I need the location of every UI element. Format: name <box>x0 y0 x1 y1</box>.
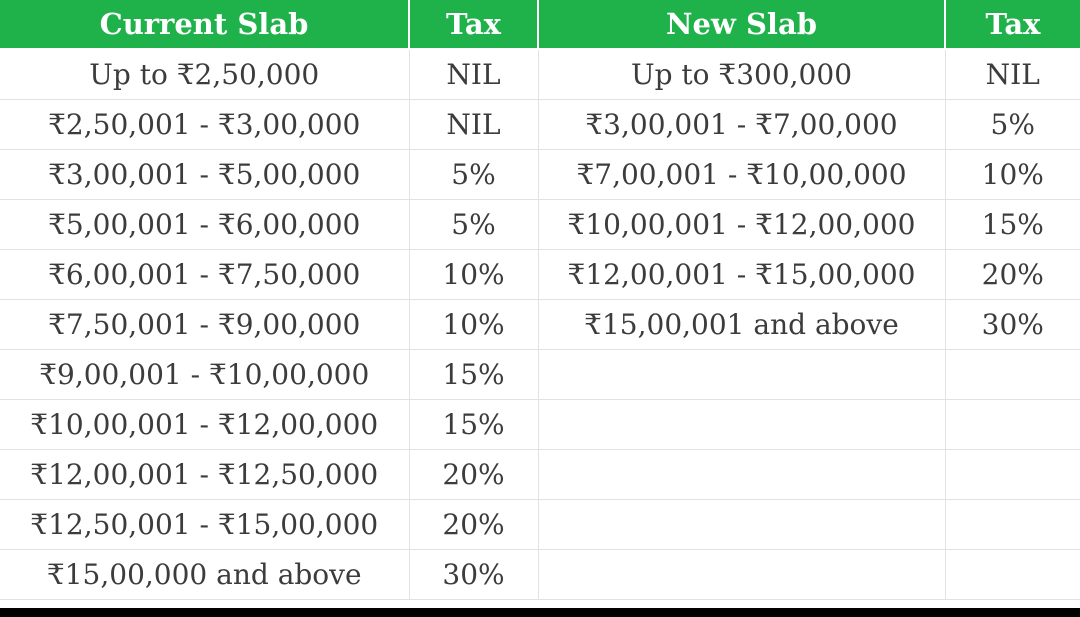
cell-current-tax: NIL <box>408 48 539 100</box>
cell-current-slab: ₹15,00,000 and above <box>0 549 410 600</box>
header-current-slab: Current Slab <box>0 0 410 50</box>
tax-slab-table: Current Slab Tax New Slab Tax Up to ₹2,5… <box>0 0 1080 600</box>
cell-new-slab: ₹15,00,001 and above <box>537 299 946 350</box>
cell-current-tax: 15% <box>408 349 539 400</box>
table-row: ₹3,00,001 - ₹5,00,000 5% ₹7,00,001 - ₹10,0… <box>0 149 1080 200</box>
cell-current-slab: ₹10,00,001 - ₹12,00,000 <box>0 399 410 450</box>
cell-new-tax: NIL <box>944 48 1080 100</box>
cell-new-tax <box>944 549 1080 600</box>
cell-current-slab: ₹3,00,001 - ₹5,00,000 <box>0 149 410 200</box>
table-row: ₹5,00,001 - ₹6,00,000 5% ₹10,00,001 - ₹12,… <box>0 199 1080 250</box>
table-row: ₹10,00,001 - ₹12,00,000 15% <box>0 399 1080 450</box>
cell-new-tax: 30% <box>944 299 1080 350</box>
cell-new-slab <box>537 349 946 400</box>
cell-new-slab <box>537 549 946 600</box>
cell-new-slab: Up to ₹300,000 <box>537 48 946 100</box>
cell-current-slab: ₹9,00,001 - ₹10,00,000 <box>0 349 410 400</box>
cell-new-slab: ₹10,00,001 - ₹12,00,000 <box>537 199 946 250</box>
table-row: ₹7,50,001 - ₹9,00,000 10% ₹15,00,001 and a… <box>0 299 1080 350</box>
table-row: ₹12,50,001 - ₹15,00,000 20% <box>0 499 1080 550</box>
cell-new-slab: ₹3,00,001 - ₹7,00,000 <box>537 99 946 150</box>
cell-current-tax: 20% <box>408 499 539 550</box>
table-row: ₹15,00,000 and above 30% <box>0 549 1080 600</box>
cell-current-tax: 5% <box>408 149 539 200</box>
bottom-border-bar <box>0 608 1080 617</box>
cell-new-tax <box>944 349 1080 400</box>
cell-current-tax: 15% <box>408 399 539 450</box>
cell-new-tax: 5% <box>944 99 1080 150</box>
table-row: ₹12,00,001 - ₹12,50,000 20% <box>0 449 1080 500</box>
cell-current-tax: NIL <box>408 99 539 150</box>
cell-current-slab: ₹5,00,001 - ₹6,00,000 <box>0 199 410 250</box>
cell-new-slab: ₹7,00,001 - ₹10,00,000 <box>537 149 946 200</box>
cell-new-tax <box>944 499 1080 550</box>
table-body: Up to ₹2,50,000 NIL Up to ₹300,000 NIL ₹2,50… <box>0 48 1080 600</box>
cell-new-slab <box>537 399 946 450</box>
cell-current-tax: 10% <box>408 249 539 300</box>
cell-new-slab <box>537 449 946 500</box>
table-row: ₹6,00,001 - ₹7,50,000 10% ₹12,00,001 - ₹15… <box>0 249 1080 300</box>
cell-new-slab <box>537 499 946 550</box>
cell-current-tax: 5% <box>408 199 539 250</box>
table-header-row: Current Slab Tax New Slab Tax <box>0 0 1080 50</box>
cell-current-tax: 30% <box>408 549 539 600</box>
cell-current-slab: Up to ₹2,50,000 <box>0 48 410 100</box>
header-new-tax: Tax <box>944 0 1080 50</box>
cell-new-tax <box>944 399 1080 450</box>
cell-current-tax: 20% <box>408 449 539 500</box>
cell-current-slab: ₹7,50,001 - ₹9,00,000 <box>0 299 410 350</box>
cell-new-slab: ₹12,00,001 - ₹15,00,000 <box>537 249 946 300</box>
table-row: ₹2,50,001 - ₹3,00,000 NIL ₹3,00,001 - ₹7,0… <box>0 99 1080 150</box>
cell-current-slab: ₹6,00,001 - ₹7,50,000 <box>0 249 410 300</box>
cell-current-slab: ₹12,00,001 - ₹12,50,000 <box>0 449 410 500</box>
header-current-tax: Tax <box>408 0 539 50</box>
cell-new-tax: 15% <box>944 199 1080 250</box>
cell-current-slab: ₹2,50,001 - ₹3,00,000 <box>0 99 410 150</box>
cell-new-tax <box>944 449 1080 500</box>
cell-new-tax: 20% <box>944 249 1080 300</box>
cell-new-tax: 10% <box>944 149 1080 200</box>
cell-current-tax: 10% <box>408 299 539 350</box>
cell-current-slab: ₹12,50,001 - ₹15,00,000 <box>0 499 410 550</box>
table-row: ₹9,00,001 - ₹10,00,000 15% <box>0 349 1080 400</box>
header-new-slab: New Slab <box>537 0 946 50</box>
table-row: Up to ₹2,50,000 NIL Up to ₹300,000 NIL <box>0 48 1080 100</box>
